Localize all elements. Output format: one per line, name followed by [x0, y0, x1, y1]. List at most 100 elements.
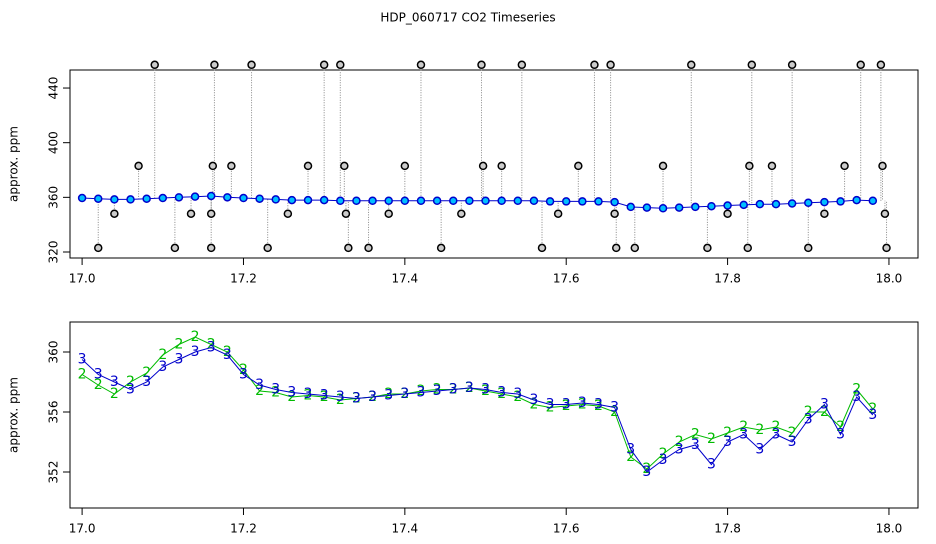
point-marker: 2: [788, 425, 797, 441]
outlier-point: [208, 161, 218, 171]
outlier-point: [227, 161, 236, 171]
data-point: [303, 195, 313, 205]
point-marker: 2: [158, 347, 167, 363]
outlier-point: [416, 60, 426, 70]
outlier-point: [590, 60, 599, 70]
point-marker: 3: [320, 388, 329, 404]
point-marker: 2: [110, 386, 119, 402]
y-tick-label: 356: [47, 401, 61, 424]
data-point: [319, 195, 329, 205]
point-marker: 3: [529, 392, 538, 408]
y-tick-label: 360: [47, 186, 61, 209]
point-marker: 2: [191, 329, 200, 345]
outlier-point: [341, 209, 351, 218]
point-marker: 2: [852, 382, 861, 398]
outlier-point: [436, 243, 446, 253]
outlier-point: [745, 161, 754, 171]
outlier-point: [804, 243, 813, 253]
outlier-point: [767, 161, 777, 171]
data-point: [561, 197, 571, 206]
point-marker: 3: [739, 427, 748, 443]
outlier-point: [364, 243, 373, 253]
data-point: [642, 203, 652, 212]
data-point: [691, 202, 700, 212]
outlier-point: [537, 243, 547, 253]
point-marker: 2: [562, 398, 571, 414]
point-marker: 2: [481, 383, 490, 399]
point-marker: 3: [788, 434, 797, 450]
outlier-point: [247, 60, 256, 70]
point-marker: 3: [772, 427, 781, 443]
outlier-point: [384, 209, 393, 218]
point-marker: 3: [626, 442, 635, 458]
data-point: [449, 196, 458, 206]
outlier-point: [319, 60, 329, 70]
outlier-point: [703, 243, 712, 253]
point-marker: 2: [820, 404, 829, 420]
point-marker: 3: [578, 395, 587, 411]
data-point: [578, 197, 587, 206]
data-point: [416, 196, 426, 206]
point-marker: 2: [804, 404, 813, 420]
point-marker: 2: [836, 419, 845, 435]
data-point: [610, 197, 619, 207]
point-marker: 3: [481, 382, 490, 398]
data-point: [481, 196, 490, 206]
data-point: [239, 193, 248, 203]
point-marker: 2: [255, 383, 264, 399]
data-point: [271, 195, 280, 204]
outlier-point: [611, 243, 621, 253]
point-marker: 2: [772, 419, 781, 435]
point-marker: 3: [691, 437, 700, 453]
data-point: [755, 199, 765, 209]
series-line: [81, 336, 874, 470]
point-marker: 3: [368, 389, 377, 405]
data-point: [110, 195, 119, 204]
data-point: [787, 199, 797, 208]
outlier-point: [477, 60, 486, 70]
point-marker: 3: [207, 340, 216, 356]
data-point: [400, 196, 410, 206]
point-marker: 2: [320, 389, 329, 405]
x-tick-label: 18.0: [876, 522, 903, 536]
data-point: [820, 197, 829, 207]
data-point: [223, 193, 232, 202]
data-point: [626, 202, 636, 212]
outlier-point: [820, 209, 829, 218]
point-marker: 3: [417, 385, 426, 401]
y-tick-label: 352: [47, 461, 61, 484]
point-marker: 2: [691, 427, 700, 443]
data-point: [93, 194, 103, 203]
data-point: [336, 196, 345, 206]
point-marker: 2: [223, 344, 232, 360]
point-marker: 3: [384, 388, 393, 404]
point-marker: 3: [465, 380, 474, 396]
point-marker: 3: [94, 367, 103, 383]
point-marker: 3: [868, 407, 877, 423]
point-marker: 3: [723, 434, 732, 450]
point-marker: 2: [384, 386, 393, 402]
data-point: [497, 196, 506, 206]
x-tick-label: 18.0: [876, 272, 903, 286]
outlier-point: [336, 60, 345, 70]
point-marker: 3: [610, 400, 619, 416]
y-axis-label: approx. ppm: [7, 377, 21, 453]
outlier-point: [186, 209, 196, 218]
point-marker: 3: [659, 452, 668, 468]
point-marker: 2: [659, 446, 668, 462]
point-marker: 3: [400, 386, 409, 402]
outlier-point: [340, 161, 349, 171]
outlier-point: [517, 60, 527, 70]
data-point: [804, 198, 813, 208]
y-tick-label: 360: [47, 341, 61, 364]
point-marker: 2: [287, 389, 296, 405]
outlier-point: [303, 161, 313, 171]
x-tick-label: 17.4: [391, 522, 418, 536]
point-marker: 2: [304, 388, 313, 404]
outlier-point: [658, 161, 668, 171]
outlier-point: [400, 161, 410, 171]
data-point: [707, 201, 716, 211]
data-point: [852, 195, 861, 205]
data-point: [465, 196, 474, 206]
